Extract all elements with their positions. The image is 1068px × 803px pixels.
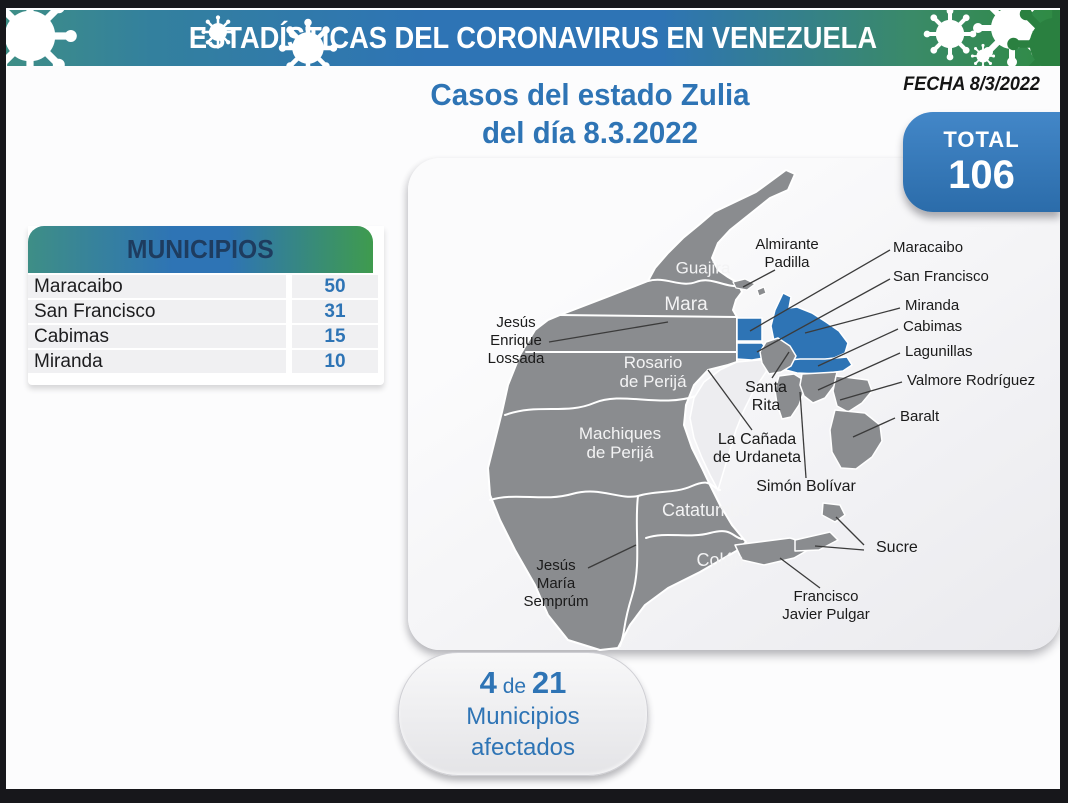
row-name: Miranda — [28, 350, 286, 373]
map-label-almirante-padilla: Almirante Padilla — [755, 236, 819, 271]
page-title: Casos del estado Zulia del día 8.3.2022 — [381, 76, 799, 152]
map-label-jesus-maria-semprum: Jesús María Semprúm — [523, 557, 589, 610]
summary-line2: Municipios — [466, 703, 580, 730]
total-value: 106 — [948, 153, 1015, 197]
row-name: San Francisco — [28, 300, 286, 323]
map-label-guajira: Guajira — [675, 258, 731, 278]
map-label-cabimas: Cabimas — [903, 318, 963, 335]
summary-line3: afectados — [470, 734, 576, 761]
municipios-table-header: MUNICIPIOS — [28, 226, 373, 273]
map-region-la-canada — [689, 358, 772, 492]
row-name: Maracaibo — [28, 275, 286, 298]
zulia-map: Guajira Mara Rosario de Perijá Machiques d… — [398, 160, 1060, 660]
table-row: San Francisco 31 — [28, 300, 384, 323]
map-region-valmore-rodriguez — [832, 375, 873, 413]
map-region-santa-rita — [759, 337, 797, 375]
map-region-almirante-padilla — [732, 278, 767, 297]
row-value: 15 — [292, 325, 378, 348]
table-row: Maracaibo 50 — [28, 275, 384, 298]
label-leader-lines — [548, 249, 903, 589]
table-row: Cabimas 15 — [28, 325, 384, 348]
row-name: Cabimas — [28, 325, 286, 348]
map-label-la-canada-de-urdaneta: La Cañada de Urdaneta — [712, 431, 802, 466]
municipality-borders — [489, 278, 743, 647]
map-label-san-francisco: San Francisco — [893, 268, 989, 285]
affected-regions — [736, 292, 853, 375]
row-value: 31 — [292, 300, 378, 323]
total-box: TOTAL 106 — [903, 112, 1060, 212]
map-label-jesus-enrique-lossada: Jesús Enrique Lossada — [487, 314, 545, 367]
map-label-valmore-rodriguez: Valmore Rodríguez — [907, 372, 1036, 389]
map-label-santa-rita: Santa Rita — [745, 379, 787, 414]
map-region-simon-bolivar — [774, 373, 805, 420]
map-region-lagunillas — [799, 371, 838, 404]
east-shore-regions — [734, 337, 883, 566]
map-region-cabimas — [778, 356, 853, 375]
map-label-miranda: Miranda — [905, 297, 960, 314]
map-label-francisco-javier-pulgar: Francisco Javier Pulgar — [782, 588, 870, 623]
map-label-baralt: Baralt — [900, 408, 940, 425]
affected-count: 4 — [479, 665, 497, 700]
row-value: 50 — [292, 275, 378, 298]
map-label-machiques-de-perija: Machiques de Perijá — [578, 424, 662, 462]
map-label-maracaibo: Maracaibo — [893, 239, 964, 256]
affected-count-line: 4 de 21 — [399, 665, 647, 701]
page-title-line2: del día 8.3.2022 — [481, 115, 699, 150]
affected-summary-pill: 4 de 21 Municipios afectados — [398, 652, 648, 776]
affected-connector: de — [502, 675, 527, 698]
municipality-total: 21 — [531, 665, 567, 700]
map-label-colon: Colón — [696, 550, 744, 570]
map-label-catatumbo: Catatumbo — [661, 500, 751, 520]
date-label: FECHA 8/3/2022 — [903, 74, 1040, 95]
map-label-sucre: Sucre — [876, 539, 918, 556]
header-banner: ESTADÍSTICAS DEL CORONAVIRUS EN VENEZUEL… — [6, 10, 1060, 66]
total-label: TOTAL — [943, 127, 1020, 152]
header-title: ESTADÍSTICAS DEL CORONAVIRUS EN VENEZUEL… — [188, 20, 878, 55]
table-row: Miranda 10 — [28, 350, 384, 373]
page-title-line1: Casos del estado Zulia — [430, 77, 750, 112]
map-region-maracaibo — [736, 317, 763, 342]
map-label-mara: Mara — [664, 294, 708, 315]
municipios-table-title: MUNICIPIOS — [127, 234, 274, 264]
map-region-baralt — [829, 409, 883, 470]
map-region-sucre-island — [821, 502, 846, 523]
infographic-page: ESTADÍSTICAS DEL CORONAVIRUS EN VENEZUEL… — [6, 8, 1060, 789]
map-label-simon-bolivar: Simón Bolívar — [756, 478, 856, 495]
map-label-lagunillas: Lagunillas — [905, 343, 973, 360]
zulia-map-svg — [487, 169, 903, 651]
municipios-table: MUNICIPIOS Maracaibo 50 San Francisco 31… — [28, 226, 384, 385]
map-label-rosario-de-perija: Rosario de Perijá — [619, 353, 687, 391]
map-region-sucre-coast — [794, 531, 839, 552]
row-value: 10 — [292, 350, 378, 373]
